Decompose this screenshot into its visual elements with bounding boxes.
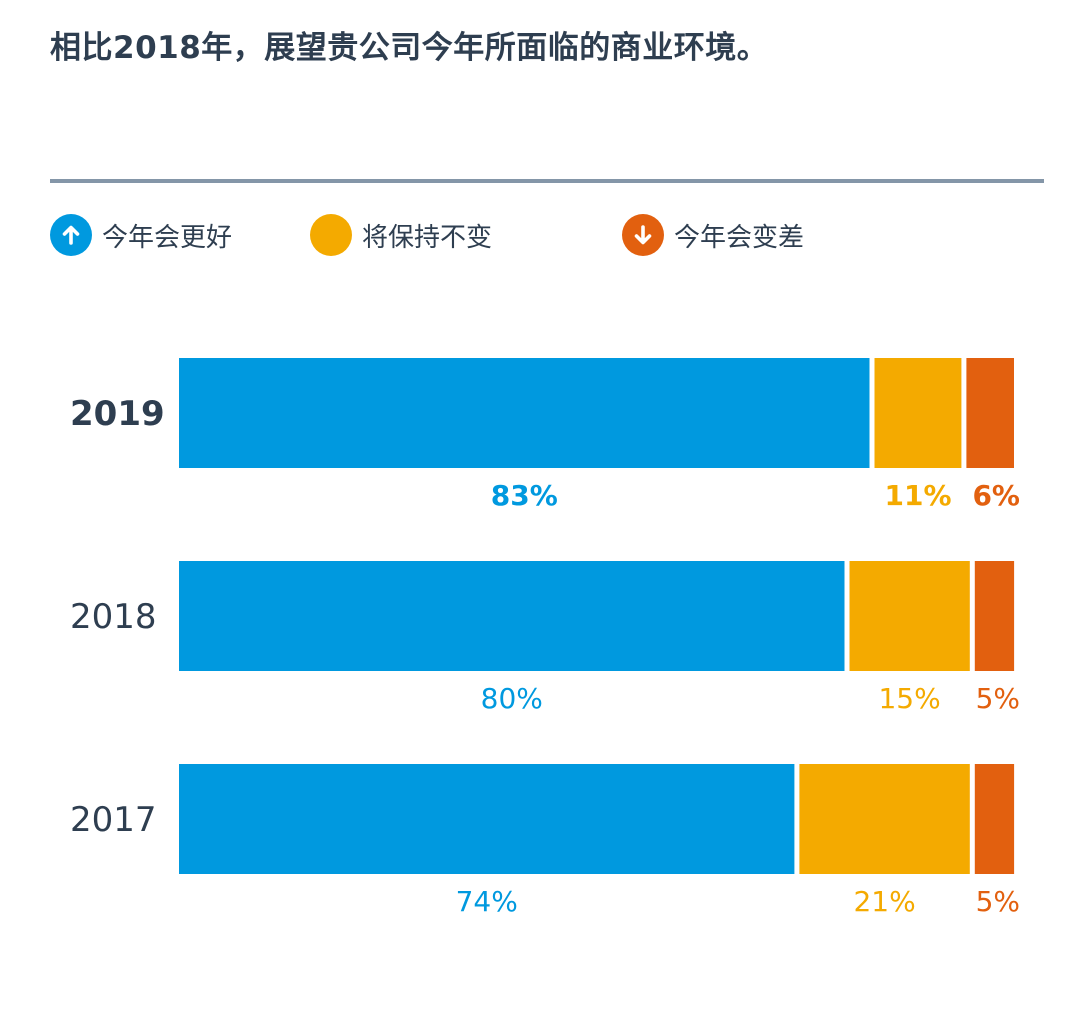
data-label-2019-3: 6% [972,479,1020,512]
data-label-2017-3: 5% [976,885,1020,918]
data-label-2017-1: 74% [456,885,518,918]
category-label-2018: 2018 [70,597,157,637]
bar-segment-2018-1 [179,561,845,671]
data-label-2019-1: 83% [491,479,558,512]
bar-segment-2017-2 [799,764,970,874]
legend-item-better: 今年会更好 [50,213,232,257]
bar-segment-2017-3 [974,764,1015,874]
legend-swatch-same [310,214,352,256]
data-label-2017-2: 21% [853,885,915,918]
legend-label-worse: 今年会变差 [674,222,805,253]
bar-segment-2019-2 [874,358,962,468]
data-label-2019-2: 11% [884,479,951,512]
bar-segment-2019-3 [966,358,1014,468]
chart-title: 相比2018年，展望贵公司今年所面临的商业环境。 [50,30,769,66]
legend-item-same: 将保持不变 [310,213,492,257]
bar-segment-2018-3 [974,561,1015,671]
divider [50,179,1044,183]
legend-item-worse: 今年会变差 [622,213,804,257]
legend-label-same: 将保持不变 [362,222,493,253]
arrow-down-icon [622,214,664,256]
category-label-2019: 2019 [70,394,165,434]
legend-label-better: 今年会更好 [102,222,233,253]
data-label-2018-1: 80% [481,682,543,715]
data-label-2018-2: 15% [878,682,940,715]
data-label-2018-3: 5% [976,682,1020,715]
bar-segment-2019-1 [179,358,870,468]
bar-segment-2018-2 [849,561,970,671]
category-label-2017: 2017 [70,800,157,840]
arrow-up-icon [50,214,92,256]
bar-segment-2017-1 [179,764,795,874]
